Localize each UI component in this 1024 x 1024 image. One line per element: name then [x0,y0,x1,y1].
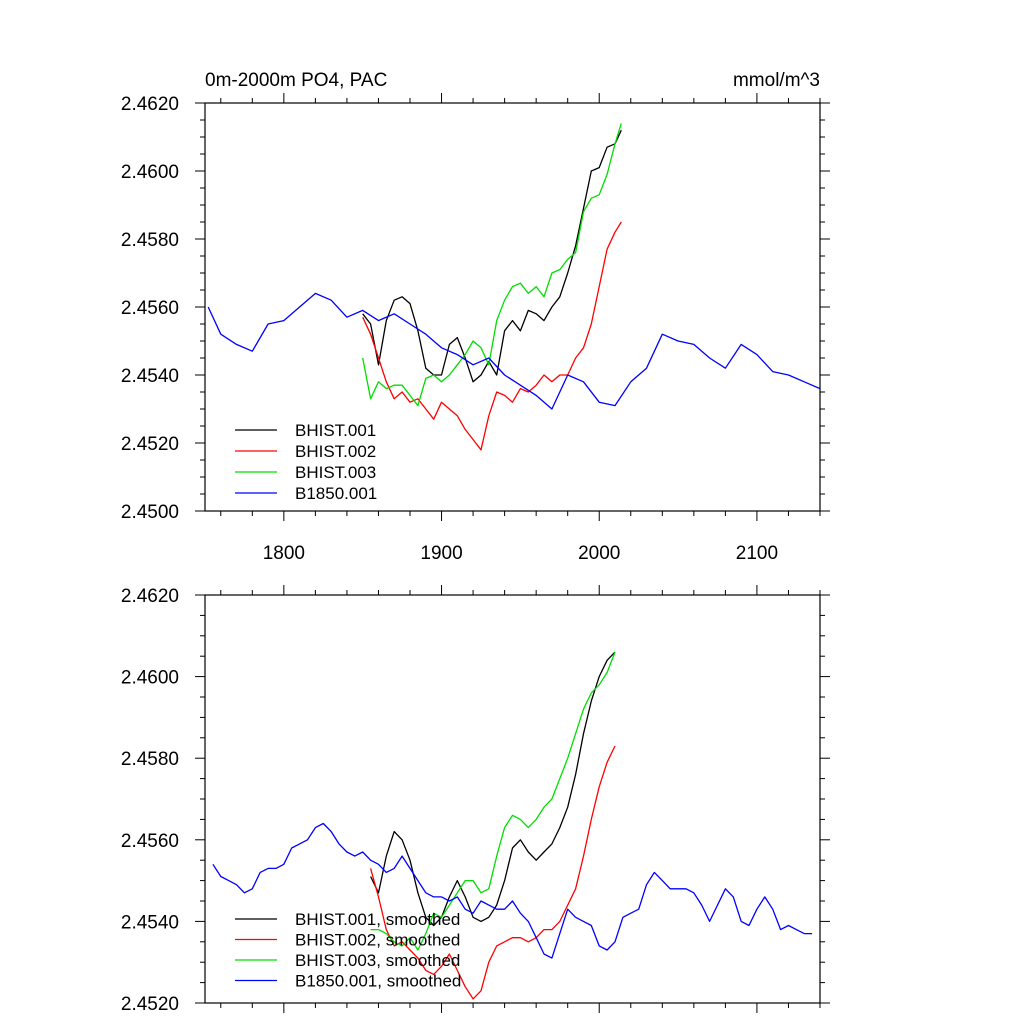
series-line-3 [212,822,813,959]
units-label: mmol/m^3 [733,70,820,91]
y-tick-label: 2.4600 [121,668,179,689]
series-line-1 [362,221,622,451]
legend-label: BHIST.003 [295,463,376,482]
y-tick-label: 2.4520 [121,434,179,455]
series-line-3 [207,292,821,410]
bottom-series [212,651,813,1000]
legend-label: B1850.001 [295,484,377,503]
top-plot-frame [204,102,821,512]
top-legend: BHIST.001 BHIST.002 BHIST.003 B1850.001 [235,421,377,503]
series-line-0 [362,129,622,383]
y-tick-label: 2.4540 [121,912,179,933]
x-tick-label: 2100 [736,543,778,564]
y-tick-label: 2.4560 [121,831,179,852]
x-tick-label: 1800 [263,543,305,564]
y-tick-label: 2.4560 [121,298,179,319]
x-tick-label: 2000 [578,543,620,564]
legend-label: BHIST.001 [295,421,376,440]
y-tick-label: 2.4580 [121,230,179,251]
series-line-0 [370,651,616,927]
bottom-panel: 2.4520 2.4540 2.4560 2.4580 2.4600 2.4620 BHI… [121,585,830,1015]
legend-label: BHIST.003, smoothed [295,951,460,970]
top-panel: 0m-2000m PO4, PAC mmol/m^3 1800 1900 2000 2… [121,70,830,564]
y-tick-label: 2.4540 [121,366,179,387]
bottom-plot-frame [204,594,821,1004]
top-ticks: 1800 1900 2000 2100 2.4500 2.4520 2.4540 2.4560… [121,93,830,564]
legend-label: BHIST.002 [295,442,376,461]
legend-label: BHIST.001, smoothed [295,910,460,929]
x-tick-label: 1900 [420,543,462,564]
legend-label: B1850.001, smoothed [295,972,461,991]
series-line-2 [370,651,616,951]
y-tick-label: 2.4620 [121,586,179,607]
y-tick-label: 2.4520 [121,994,179,1015]
y-tick-label: 2.4620 [121,94,179,115]
chart-title: 0m-2000m PO4, PAC [205,70,387,91]
legend-label: BHIST.002, smoothed [295,931,460,950]
y-tick-label: 2.4600 [121,162,179,183]
y-tick-label: 2.4580 [121,749,179,770]
bottom-ticks: 2.4520 2.4540 2.4560 2.4580 2.4600 2.4620 [121,585,830,1015]
series-line-2 [362,123,622,407]
top-series [207,123,821,451]
y-tick-label: 2.4500 [121,502,179,523]
bottom-legend: BHIST.001, smoothed BHIST.002, smoothedBH… [235,910,461,991]
series-line-1 [369,745,616,1000]
